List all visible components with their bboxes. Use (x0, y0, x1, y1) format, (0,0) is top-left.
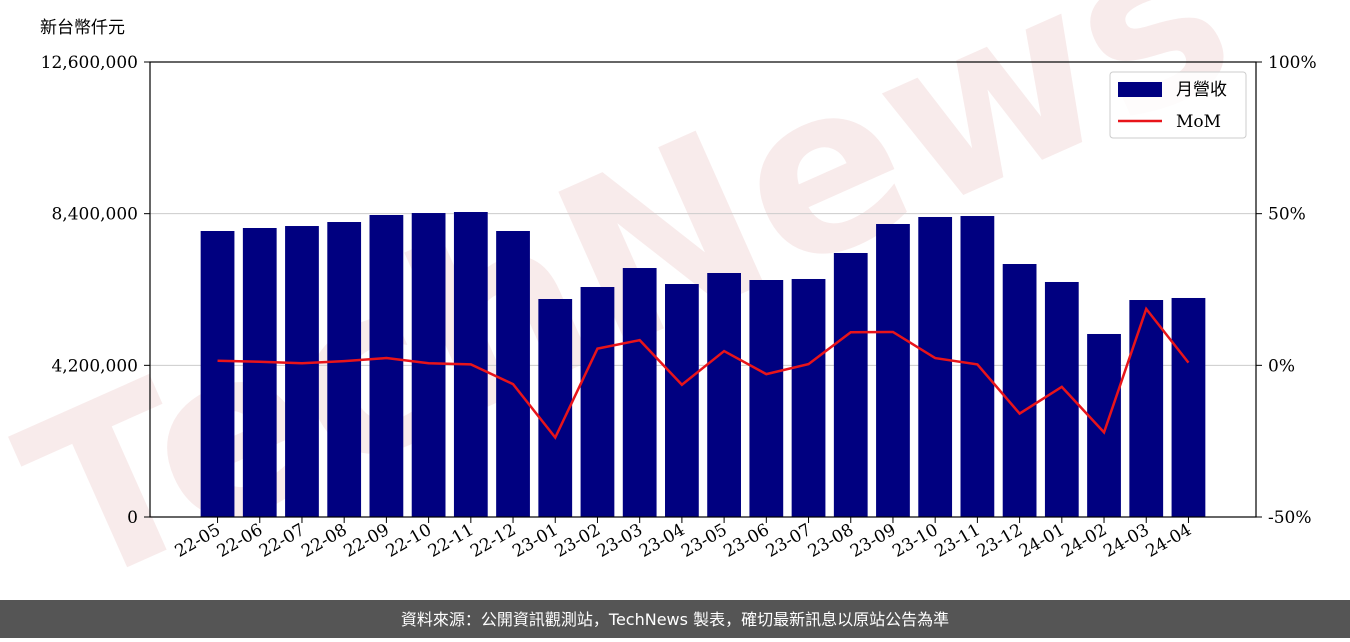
legend-label: 月營收 (1176, 80, 1227, 100)
x-tick-label: 23-11 (931, 520, 983, 562)
legend-label: MoM (1176, 112, 1221, 132)
y-tick-label: 4,200,000 (51, 356, 138, 376)
x-tick-label: 23-09 (847, 520, 899, 562)
y2-tick-label: 0% (1268, 356, 1295, 376)
bar (200, 231, 235, 517)
x-tick-label: 23-06 (720, 520, 772, 562)
bar (285, 226, 319, 517)
bar (242, 228, 277, 517)
bar (622, 268, 657, 517)
bar (1129, 300, 1164, 517)
y2-tick-label: 100% (1268, 53, 1317, 73)
x-tick-label: 22-11 (425, 520, 477, 562)
y-axis-label: 新台幣仟元 (40, 18, 125, 38)
line (217, 306, 1190, 440)
x-tick-label: 23-04 (636, 520, 688, 562)
y-tick-label: 12,600,000 (41, 53, 138, 73)
bar (411, 213, 446, 517)
x-tick-label: 22-10 (383, 520, 435, 562)
legend-swatch (1118, 82, 1162, 97)
footer-text: 資料來源：公開資訊觀測站，TechNews 製表，確切最新訊息以原站公告為準 (401, 610, 949, 629)
bar (791, 278, 826, 517)
bar (918, 216, 953, 517)
bar (749, 280, 784, 517)
x-tick-label: 23-01 (509, 520, 561, 562)
x-tick-label: 23-10 (889, 520, 941, 562)
bar (960, 216, 995, 517)
x-tick-label: 23-08 (805, 520, 857, 562)
bar (1171, 297, 1206, 517)
x-tick-label: 24-01 (1016, 520, 1068, 562)
x-tick-label: 24-04 (1143, 520, 1195, 562)
bar (327, 222, 362, 517)
x-tick-label: 23-03 (594, 520, 646, 562)
x-tick-label: 22-12 (467, 520, 519, 562)
y-tick-label: 8,400,000 (51, 205, 138, 225)
plot-frame (149, 61, 1257, 518)
bar (833, 252, 868, 517)
bar (538, 298, 573, 517)
x-tick-label: 24-02 (1058, 520, 1110, 562)
footer-bar (0, 600, 1350, 638)
bar (580, 287, 615, 517)
bar (1087, 333, 1121, 517)
y-tick-label: 0 (127, 508, 138, 528)
bar (496, 231, 530, 517)
y2-tick-label: 50% (1268, 205, 1306, 225)
x-tick-label: 24-03 (1100, 520, 1152, 562)
bar (876, 223, 910, 517)
y2-tick-label: -50% (1268, 508, 1312, 528)
bar (665, 284, 699, 517)
x-tick-label: 23-12 (974, 520, 1026, 562)
x-tick-label: 23-05 (678, 520, 730, 562)
bar (1002, 264, 1037, 517)
bar (707, 272, 741, 517)
bar (369, 215, 404, 517)
x-tick-label: 23-07 (763, 520, 815, 562)
x-tick-label: 23-02 (552, 520, 604, 562)
